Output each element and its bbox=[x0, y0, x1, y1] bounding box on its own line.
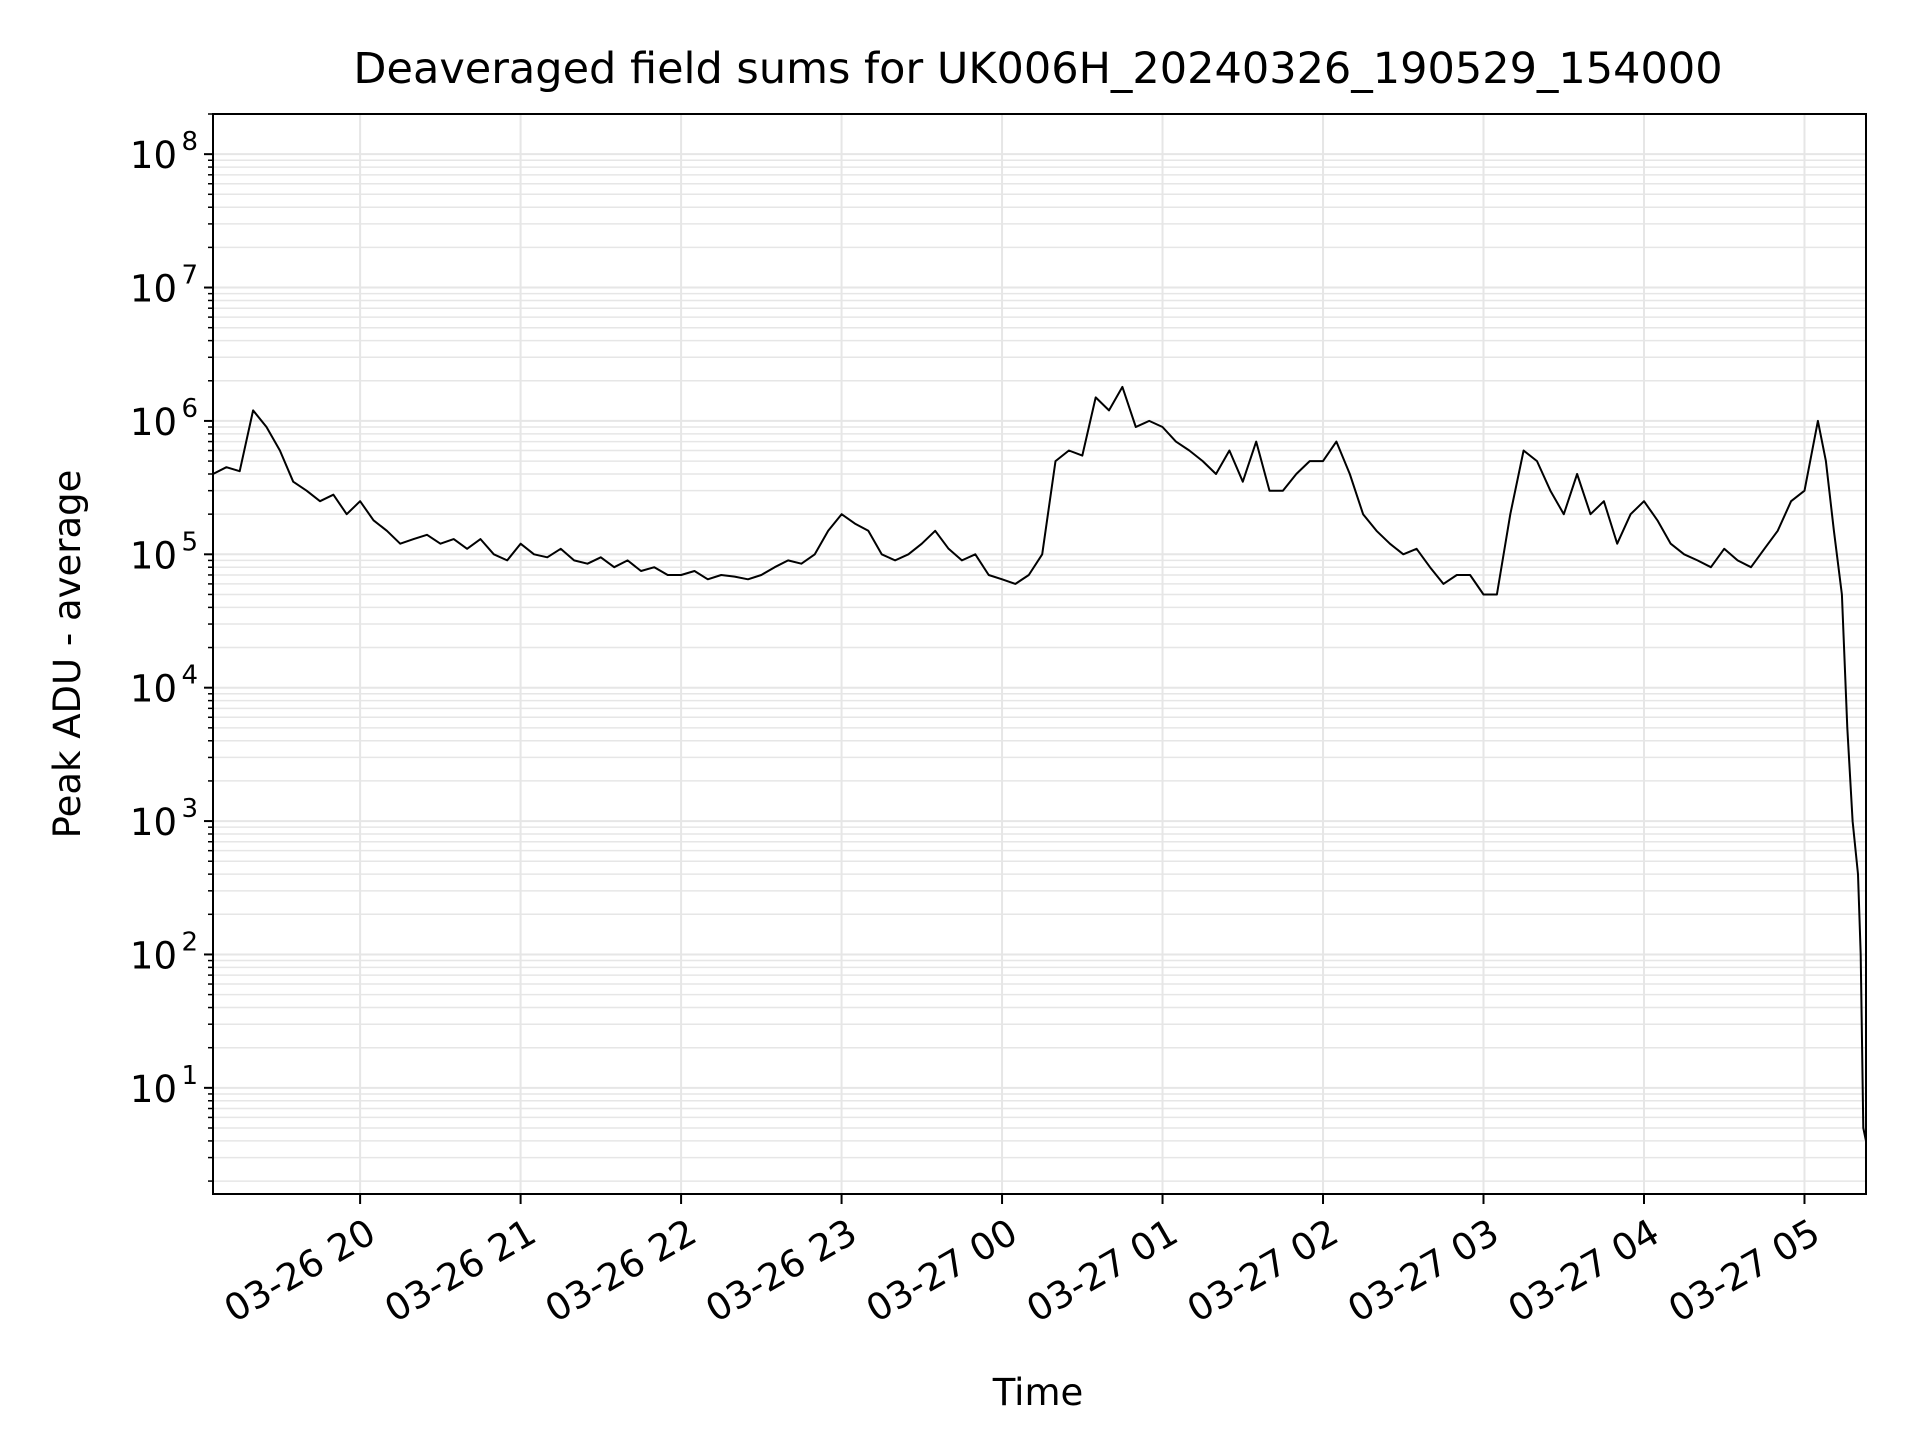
y-tick-label-exponent: 7 bbox=[181, 261, 198, 291]
y-axis-label: Peak ADU - average bbox=[46, 470, 89, 839]
y-tick-label-base: 10 bbox=[130, 134, 177, 177]
y-tick-label-base: 10 bbox=[130, 668, 177, 711]
y-tick-label: 10 bbox=[130, 268, 177, 311]
y-tick-label-exponent: 3 bbox=[181, 794, 198, 824]
y-tick-label: 10 bbox=[130, 934, 177, 977]
y-tick-label-base: 10 bbox=[130, 534, 177, 577]
y-tick-label-exponent: 8 bbox=[181, 127, 198, 157]
y-tick-label-base: 10 bbox=[130, 934, 177, 977]
y-tick-label: 10 bbox=[130, 801, 177, 844]
series-line bbox=[212, 385, 1867, 1142]
x-axis-label: Time bbox=[992, 1371, 1084, 1414]
series-layer bbox=[212, 385, 1867, 1142]
y-tick-label-exponent: 5 bbox=[181, 527, 198, 557]
y-tick-label-base: 10 bbox=[130, 1068, 177, 1111]
chart-title: Deaveraged field sums for UK006H_2024032… bbox=[353, 44, 1722, 94]
y-tick-label: 10 bbox=[130, 534, 177, 577]
grid bbox=[213, 113, 1866, 1194]
y-tick-label: 10 bbox=[130, 134, 177, 177]
y-tick-label-base: 10 bbox=[130, 801, 177, 844]
y-tick-label-base: 10 bbox=[130, 401, 177, 444]
y-tick-label: 10 bbox=[130, 401, 177, 444]
y-tick-label-exponent: 2 bbox=[181, 927, 198, 957]
y-tick-label-exponent: 6 bbox=[181, 394, 198, 424]
y-tick-label: 10 bbox=[130, 668, 177, 711]
y-tick-label-exponent: 4 bbox=[181, 661, 198, 691]
y-tick-label: 10 bbox=[130, 1068, 177, 1111]
y-tick-label-base: 10 bbox=[130, 268, 177, 311]
y-tick-label-exponent: 1 bbox=[181, 1061, 198, 1091]
plot-frame bbox=[212, 113, 1867, 1195]
